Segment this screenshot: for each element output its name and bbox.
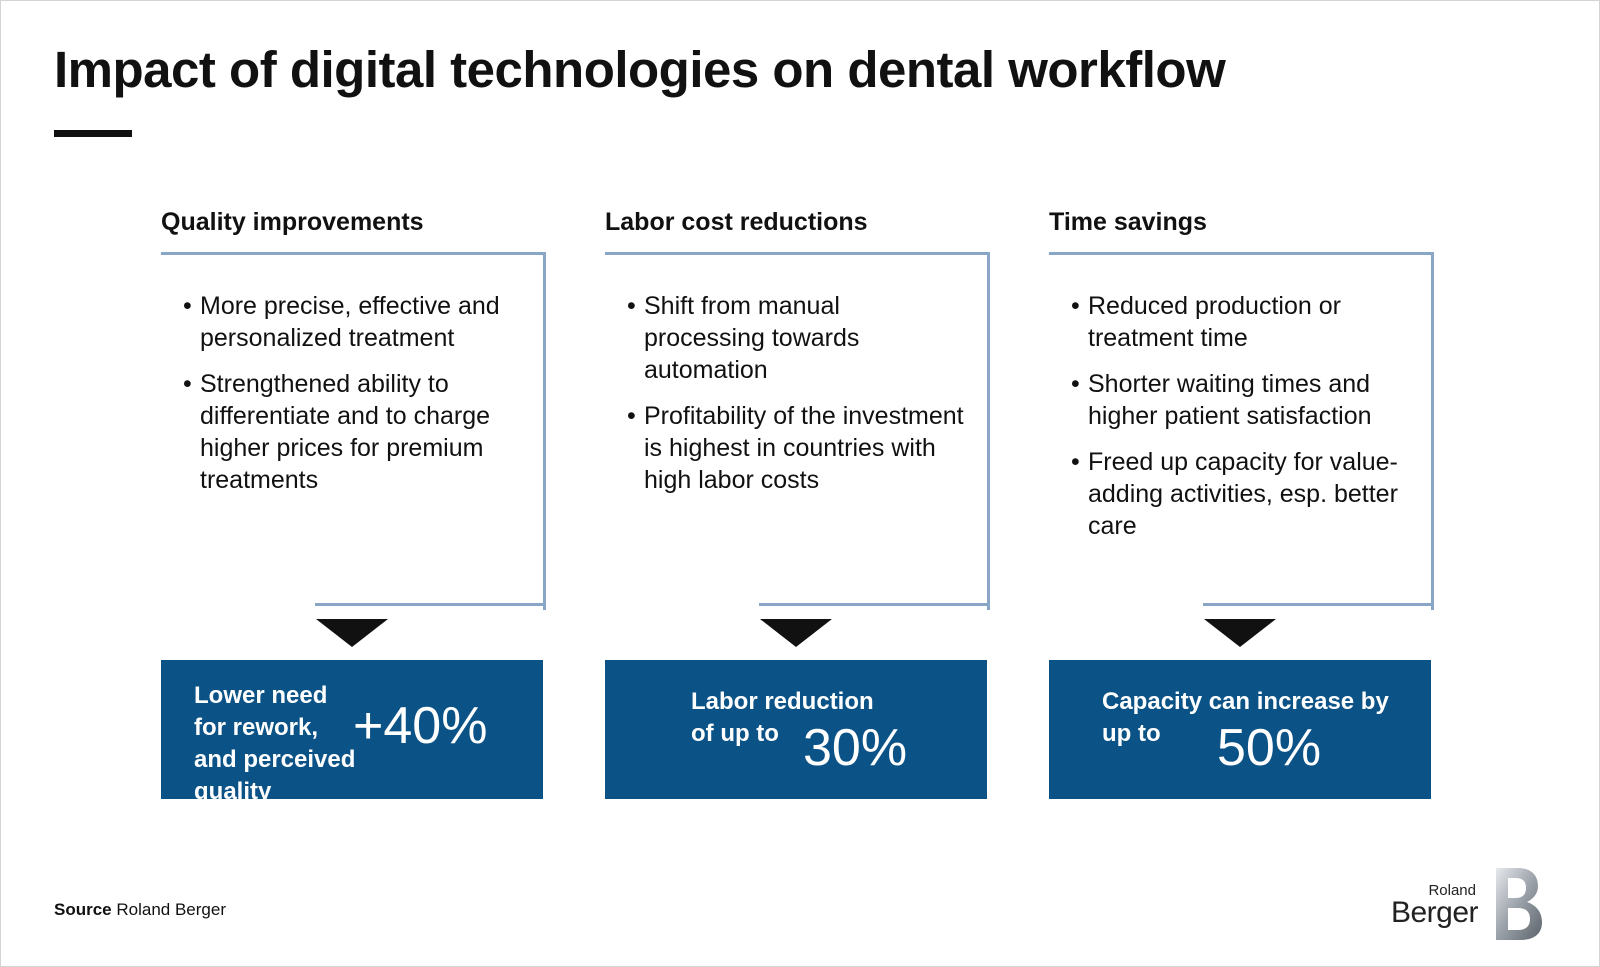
roland-berger-logo: Roland Berger bbox=[1391, 866, 1546, 942]
logo-berger-text: Berger bbox=[1390, 896, 1479, 929]
bracket-bottom-line bbox=[1203, 603, 1434, 606]
bracket-bottom-line bbox=[315, 603, 546, 606]
slide-title: Impact of digital technologies on dental… bbox=[54, 41, 1226, 98]
bullet-item: Profitability of the investment is highe… bbox=[627, 400, 967, 496]
down-arrow-icon bbox=[760, 619, 832, 647]
column-labor: Labor cost reductions Shift from manual … bbox=[605, 208, 990, 808]
bullet-item: Shorter waiting times and higher patient… bbox=[1071, 368, 1411, 432]
column-heading: Time savings bbox=[1049, 208, 1207, 236]
outcome-value: 50% bbox=[1217, 719, 1322, 777]
bullet-list: More precise, effective and personalized… bbox=[183, 290, 523, 510]
bullet-list: Shift from manual processing towards aut… bbox=[627, 290, 967, 510]
bracket-frame bbox=[605, 252, 990, 610]
outcome-box: Capacity can increase by up to 50% bbox=[1049, 660, 1431, 799]
logo-b-mark-icon bbox=[1496, 868, 1542, 940]
bullet-item: Strengthened ability to differentiate an… bbox=[183, 368, 523, 496]
bracket-frame bbox=[161, 252, 546, 610]
outcome-value: 30% bbox=[803, 719, 908, 777]
outcome-box: Lower need for rework, and perceived qua… bbox=[161, 660, 543, 805]
down-arrow-icon bbox=[316, 619, 388, 647]
outcome-box: Labor reduction of up to 30% bbox=[605, 660, 987, 799]
title-underline bbox=[54, 130, 132, 137]
column-heading: Quality improvements bbox=[161, 208, 424, 236]
logo-roland-text: Roland bbox=[1428, 882, 1476, 899]
source-note: Source Roland Berger bbox=[54, 900, 226, 920]
bullet-item: Freed up capacity for value-adding activ… bbox=[1071, 446, 1411, 542]
bracket-frame bbox=[1049, 252, 1434, 610]
outcome-value: +40% bbox=[353, 697, 488, 755]
source-text: Roland Berger bbox=[116, 900, 226, 919]
bullet-list: Reduced production or treatment time Sho… bbox=[1071, 290, 1411, 556]
column-heading: Labor cost reductions bbox=[605, 208, 868, 236]
column-quality: Quality improvements More precise, effec… bbox=[161, 208, 546, 808]
source-label: Source bbox=[54, 900, 112, 919]
outcome-text: Labor reduction of up to bbox=[691, 688, 874, 747]
outcome-text: Lower need for rework, and perceived qua… bbox=[194, 682, 356, 805]
bullet-item: Shift from manual processing towards aut… bbox=[627, 290, 967, 386]
bullet-item: Reduced production or treatment time bbox=[1071, 290, 1411, 354]
bracket-bottom-line bbox=[759, 603, 990, 606]
down-arrow-icon bbox=[1204, 619, 1276, 647]
column-time: Time savings Reduced production or treat… bbox=[1049, 208, 1434, 808]
bullet-item: More precise, effective and personalized… bbox=[183, 290, 523, 354]
outcome-text: Capacity can increase by up to bbox=[1102, 688, 1389, 747]
